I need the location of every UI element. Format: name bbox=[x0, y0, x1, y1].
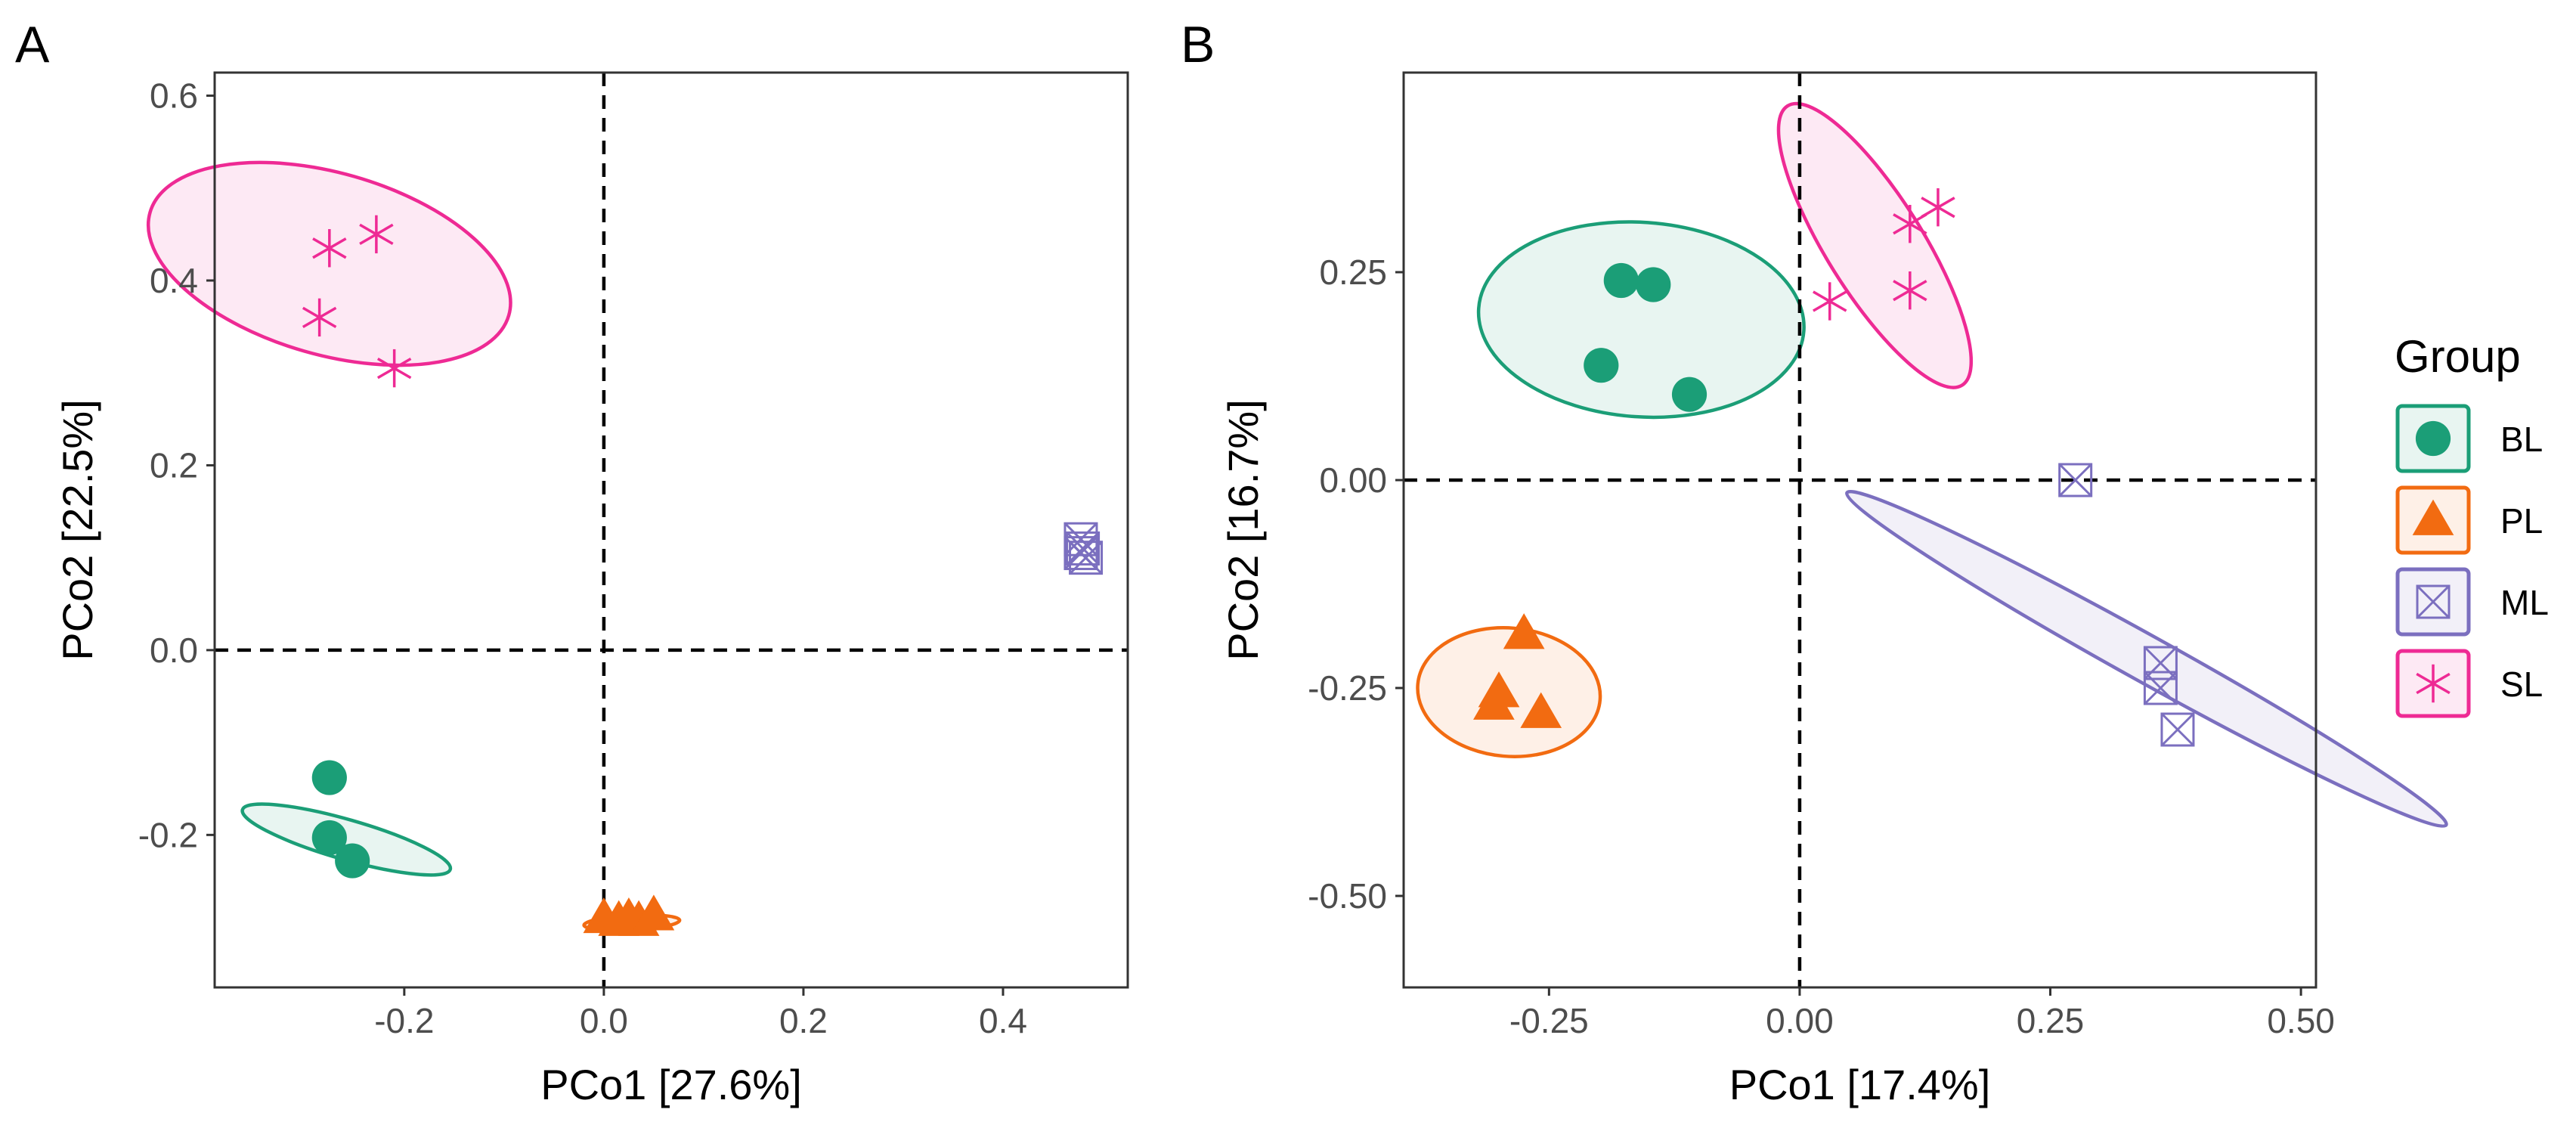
x-tick-label: 0.00 bbox=[1766, 1001, 1834, 1040]
panel-label-a: A bbox=[15, 16, 50, 73]
point-bl bbox=[1671, 377, 1708, 412]
point-sl bbox=[1921, 188, 1955, 227]
point-bl bbox=[311, 820, 347, 856]
point-sl bbox=[359, 215, 394, 254]
legend-item-sl: SL bbox=[2395, 649, 2543, 718]
x-tick-label: -0.25 bbox=[1509, 1001, 1589, 1040]
panel-a: A -0.2 0.0 0.2 0.4 -0.2 0.0 0.2 0.4 0.6 PCo1 [2… bbox=[15, 16, 1129, 1108]
panel-label-b: B bbox=[1181, 16, 1215, 73]
y-tick-label: 0.4 bbox=[150, 261, 198, 300]
y-axis-title-a: PCo2 [22.5%] bbox=[54, 399, 101, 661]
x-axis-title-a: PCo1 [27.6%] bbox=[540, 1061, 802, 1108]
legend-title: Group bbox=[2395, 331, 2521, 382]
point-sl bbox=[312, 229, 347, 268]
y-tick-label: 0.2 bbox=[150, 445, 198, 485]
y-tick-label: 0.6 bbox=[150, 76, 198, 116]
point-ml bbox=[2143, 671, 2178, 705]
point-ml bbox=[2160, 712, 2195, 747]
legend-label: PL bbox=[2500, 501, 2543, 541]
point-pl bbox=[1473, 683, 1515, 720]
ellipse-bl bbox=[1476, 220, 1806, 420]
y-tick-label: 0.25 bbox=[1319, 253, 1387, 292]
x-tick-label: 0.0 bbox=[580, 1001, 628, 1040]
legend-label: SL bbox=[2500, 665, 2543, 704]
legend-item-pl: PL bbox=[2395, 485, 2543, 555]
legend-item-bl: BL bbox=[2395, 404, 2543, 473]
legend-marker-sl bbox=[2416, 664, 2451, 703]
legend: Group BL PL ML SL bbox=[2395, 331, 2549, 718]
y-axis-title-b: PCo2 [16.7%] bbox=[1219, 399, 1267, 661]
point-sl bbox=[1813, 282, 1847, 321]
legend-item-ml: ML bbox=[2395, 567, 2549, 637]
point-bl bbox=[1603, 262, 1639, 299]
point-ml bbox=[1064, 536, 1098, 571]
y-tick-label: -0.2 bbox=[138, 815, 198, 854]
y-tick-label: 0.0 bbox=[150, 631, 198, 670]
y-tick-label: 0.00 bbox=[1319, 460, 1387, 500]
point-ml bbox=[2143, 646, 2178, 680]
point-pl bbox=[1520, 692, 1562, 728]
y-tick-label: -0.50 bbox=[1308, 876, 1387, 916]
point-sl bbox=[1893, 271, 1927, 310]
point-bl bbox=[1636, 267, 1671, 302]
point-ml bbox=[2058, 463, 2093, 497]
ellipse-ml bbox=[1844, 489, 2448, 829]
panel-b: B -0.25 0.00 0.25 0.50 -0.50 -0.25 0.00 0.25 P… bbox=[1181, 16, 2448, 1108]
x-tick-label: -0.2 bbox=[374, 1001, 434, 1040]
x-tick-label: 0.2 bbox=[779, 1001, 828, 1040]
point-sl bbox=[1893, 205, 1927, 243]
x-tick-label: 0.25 bbox=[2017, 1001, 2085, 1040]
legend-marker-bl bbox=[2415, 420, 2451, 457]
legend-marker-ml bbox=[2416, 584, 2451, 619]
plot-frame-a bbox=[213, 71, 1129, 989]
y-tick-label: -0.25 bbox=[1308, 668, 1387, 708]
point-sl bbox=[302, 298, 337, 337]
legend-label: ML bbox=[2500, 583, 2549, 622]
legend-marker-pl bbox=[2412, 499, 2454, 535]
x-tick-label: 0.4 bbox=[979, 1001, 1027, 1040]
point-sl bbox=[376, 349, 412, 388]
x-axis-title-b: PCo1 [17.4%] bbox=[1729, 1061, 1991, 1108]
point-pl bbox=[1503, 613, 1545, 649]
point-bl bbox=[1584, 348, 1619, 383]
x-tick-label: 0.50 bbox=[2267, 1001, 2335, 1040]
point-bl bbox=[335, 843, 370, 879]
point-bl bbox=[311, 760, 347, 795]
point-pl bbox=[633, 894, 675, 931]
plot-frame-b bbox=[1402, 71, 2317, 989]
legend-label: BL bbox=[2500, 420, 2543, 459]
